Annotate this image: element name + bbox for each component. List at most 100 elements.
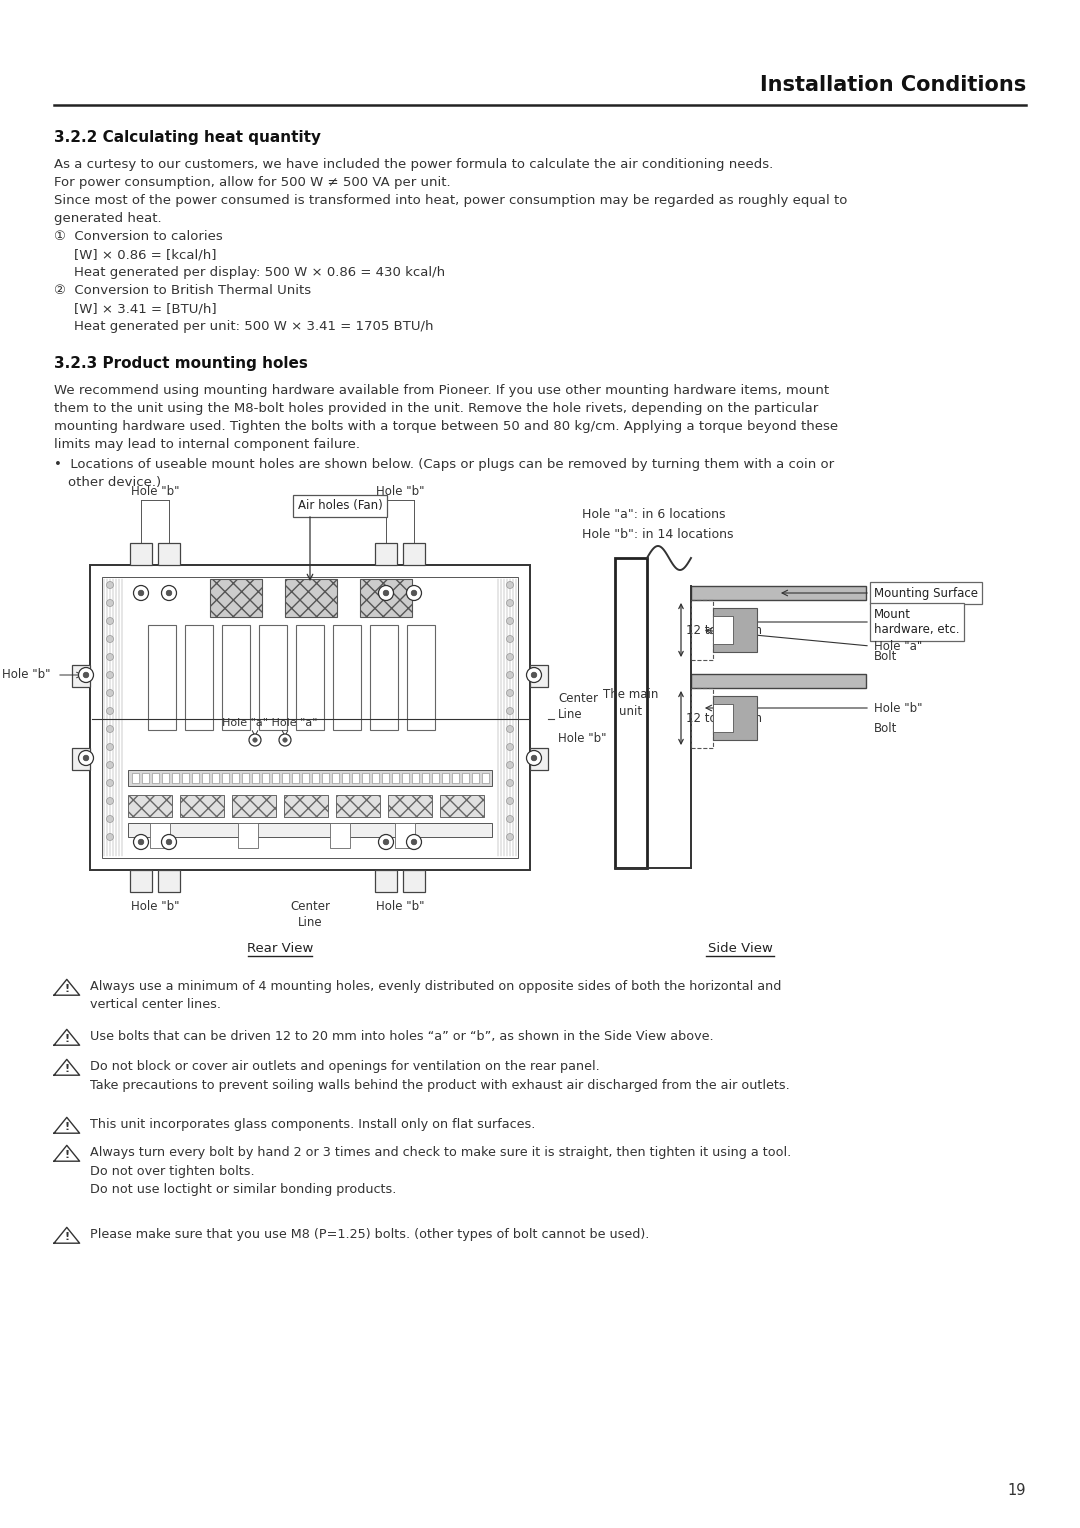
Circle shape [162,585,176,601]
Bar [262,773,269,782]
Bar [222,773,229,782]
Circle shape [166,590,172,596]
Bar [330,824,350,848]
Bar [472,773,480,782]
Circle shape [107,726,113,732]
Text: 3.2.2 Calculating heat quantity: 3.2.2 Calculating heat quantity [54,130,321,145]
Bar [615,558,647,868]
Circle shape [507,617,513,625]
Circle shape [507,671,513,678]
Circle shape [83,755,89,761]
Text: Side View: Side View [707,941,772,955]
Circle shape [507,816,513,822]
Circle shape [279,733,291,746]
Text: other device.): other device.) [68,477,161,489]
Circle shape [79,750,94,766]
Text: Heat generated per display: 500 W × 0.86 = 430 kcal/h: Heat generated per display: 500 W × 0.86… [75,266,445,280]
Bar [192,773,199,782]
Bar [482,773,489,782]
Bar [395,824,415,848]
Circle shape [507,779,513,787]
Bar [342,773,349,782]
Circle shape [507,654,513,660]
Circle shape [406,834,421,850]
Circle shape [507,689,513,697]
Bar [141,773,149,782]
Text: As a curtesy to our customers, we have included the power formula to calculate t: As a curtesy to our customers, we have i… [54,157,773,171]
Bar [252,773,259,782]
Circle shape [253,738,257,743]
Text: 12 to 20 mm: 12 to 20 mm [686,623,762,637]
Circle shape [378,834,393,850]
Circle shape [531,755,537,761]
Polygon shape [54,1117,80,1134]
Polygon shape [54,1059,80,1076]
Text: Mount
hardware, etc.: Mount hardware, etc. [874,608,959,637]
Bar [530,749,548,770]
Bar [296,625,324,730]
Bar [202,773,210,782]
Bar [282,773,289,782]
Bar [422,773,429,782]
Text: Always turn every bolt by hand 2 or 3 times and check to make sure it is straigh: Always turn every bolt by hand 2 or 3 ti… [90,1146,792,1196]
Bar [130,542,152,565]
Text: Hole "b": Hole "b" [558,732,607,746]
Bar [332,773,339,782]
Bar [150,824,170,848]
Bar [372,773,379,782]
Bar [272,773,279,782]
Circle shape [507,726,513,732]
Bar [691,587,866,601]
Circle shape [507,636,513,642]
Text: Mounting Surface: Mounting Surface [874,587,978,599]
Circle shape [134,585,149,601]
Bar [259,625,287,730]
Circle shape [531,672,537,678]
Bar [370,625,399,730]
Bar [185,625,213,730]
Text: them to the unit using the M8-bolt holes provided in the unit. Remove the hole r: them to the unit using the M8-bolt holes… [54,402,819,416]
Text: 12 to 20 mm: 12 to 20 mm [686,712,762,724]
Bar [132,773,139,782]
Bar [462,773,469,782]
Text: [W] × 3.41 = [BTU/h]: [W] × 3.41 = [BTU/h] [75,303,217,315]
Text: limits may lead to internal component failure.: limits may lead to internal component fa… [54,439,360,451]
Text: This unit incorporates glass components. Install only on flat surfaces.: This unit incorporates glass components.… [90,1118,536,1131]
Bar [210,579,262,617]
Bar [407,625,435,730]
Circle shape [83,672,89,678]
Circle shape [283,738,287,743]
Bar [148,625,176,730]
Text: !: ! [64,1122,69,1132]
Bar [691,688,713,749]
Text: •  Locations of useable mount holes are shown below. (Caps or plugs can be remov: • Locations of useable mount holes are s… [54,458,834,471]
Polygon shape [54,979,80,995]
Circle shape [507,707,513,715]
Bar [129,795,172,817]
Circle shape [107,599,113,607]
Text: Bolt: Bolt [874,649,897,663]
Circle shape [107,671,113,678]
Bar [432,773,438,782]
Circle shape [166,839,172,845]
Text: Hole "b": Hole "b" [131,484,179,498]
Circle shape [507,744,513,750]
Text: generated heat.: generated heat. [54,212,162,225]
Text: Hole "a": Hole "a" [874,640,922,652]
Polygon shape [54,1227,80,1244]
Polygon shape [54,1030,80,1045]
Bar [713,616,733,643]
Bar [302,773,309,782]
Circle shape [107,707,113,715]
Text: Hole "a": in 6 locations: Hole "a": in 6 locations [582,507,726,521]
Polygon shape [54,1146,80,1161]
Circle shape [378,585,393,601]
Bar [440,795,484,817]
Circle shape [134,834,149,850]
Text: Hole "b": in 14 locations: Hole "b": in 14 locations [582,529,733,541]
Bar [285,579,337,617]
Text: Hole "b": Hole "b" [1,669,50,681]
Bar [222,625,249,730]
Bar [172,773,179,782]
Bar [312,773,319,782]
